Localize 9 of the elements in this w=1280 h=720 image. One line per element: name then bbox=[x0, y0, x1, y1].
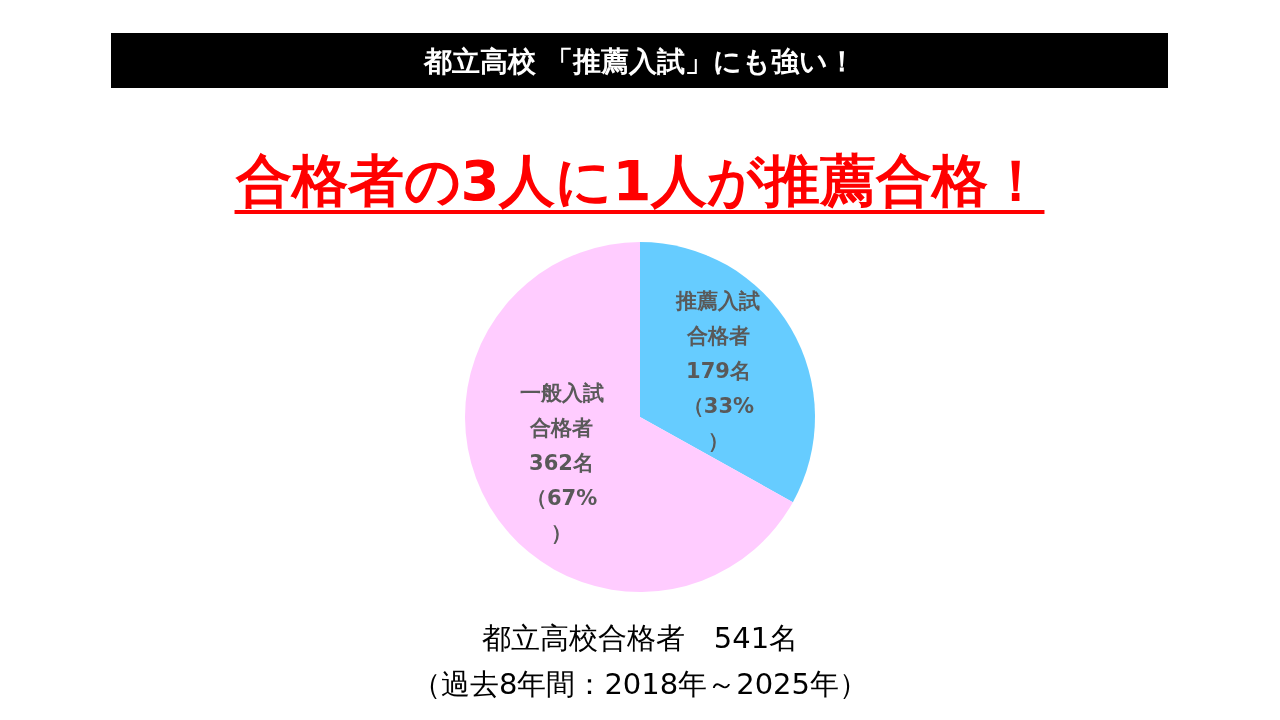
slice-label: 一般入試合格者 bbox=[519, 381, 604, 441]
chart-subtitle: 合格者の3人に1人が推薦合格！ bbox=[234, 147, 1045, 213]
slice-label: 推薦入試合格者 bbox=[675, 288, 761, 348]
chart-title: 都立高校 「推薦入試」にも強い！ bbox=[422, 44, 857, 78]
pie-slice bbox=[640, 242, 815, 503]
text: 都立高校合格者 541名 bbox=[481, 621, 799, 655]
data-label: 179名（33%） bbox=[682, 358, 755, 453]
text: （過去8年間：2018年～2025年） bbox=[411, 667, 869, 701]
data-label: 362名（67%） bbox=[525, 451, 598, 546]
